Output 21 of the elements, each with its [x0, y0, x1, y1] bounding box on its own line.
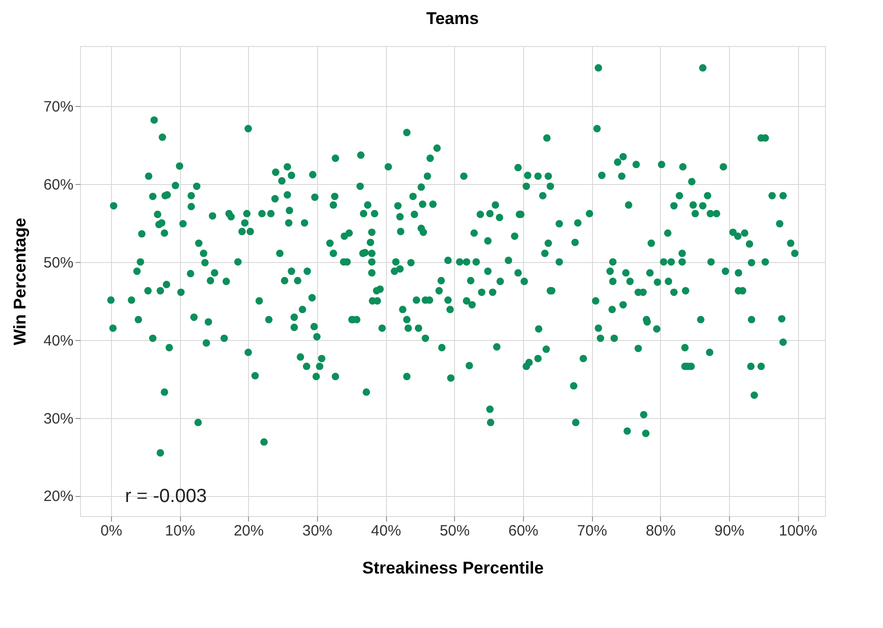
x-tick-label: 80%	[646, 522, 676, 540]
y-tick-label: 40%	[43, 332, 74, 350]
chart-title: Teams	[426, 9, 479, 28]
x-axis-title: Streakiness Percentile	[362, 558, 544, 578]
x-tick-label: 90%	[714, 522, 744, 540]
x-tick-label: 40%	[371, 522, 402, 540]
x-tick-label: 100%	[778, 522, 818, 540]
y-axis-title: Win Percentage	[10, 218, 30, 346]
x-tick-label: 0%	[100, 522, 122, 540]
x-tick-label: 70%	[577, 522, 608, 540]
x-tick-label: 20%	[234, 522, 264, 540]
y-tick-label: 20%	[43, 488, 74, 506]
x-tick-label: 10%	[165, 522, 196, 540]
x-tick-label: 30%	[302, 522, 332, 540]
y-tick-label: 70%	[43, 98, 74, 116]
y-tick-label: 60%	[43, 176, 74, 194]
annotation: r = -0.003	[125, 486, 207, 507]
y-tick-label: 50%	[43, 254, 74, 272]
x-tick-label: 60%	[508, 522, 538, 540]
y-tick-label: 30%	[43, 410, 74, 428]
x-tick-label: 50%	[440, 522, 470, 540]
